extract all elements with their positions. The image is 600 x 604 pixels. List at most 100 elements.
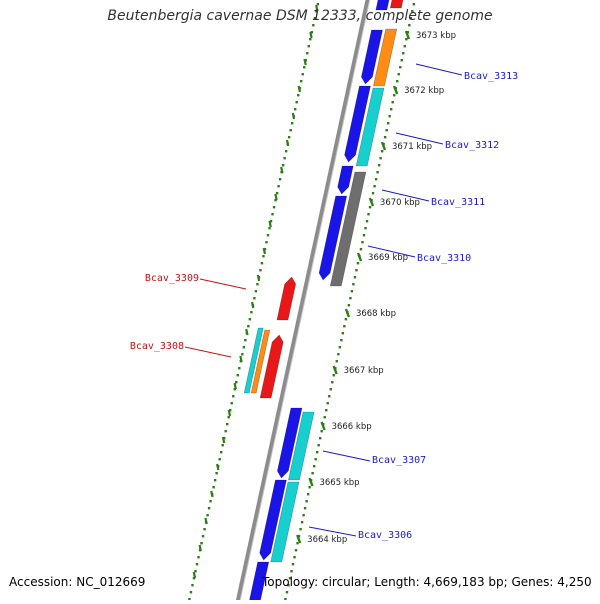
ruler-dot-inner xyxy=(359,248,363,251)
ruler-dot-inner xyxy=(350,290,354,293)
ruler-dot-inner xyxy=(399,66,402,69)
ruler-dot-inner xyxy=(388,115,391,118)
ruler-dot-outer xyxy=(309,38,312,41)
kbp-tick-label: 3669 kbp xyxy=(368,253,408,263)
cds-blue-feature xyxy=(337,165,354,195)
ruler-minor-tick xyxy=(262,247,267,255)
ruler-dot-inner xyxy=(317,444,320,447)
ruler-dot-inner xyxy=(380,150,384,153)
ruler-dot-inner xyxy=(411,10,414,13)
cds-cyan-feature xyxy=(243,327,264,394)
ruler-dot-outer xyxy=(272,206,276,209)
ruler-dot-outer xyxy=(283,157,286,160)
ruler-dot-outer xyxy=(200,542,203,545)
kbp-tick-label: 3673 kbp xyxy=(416,31,456,41)
ruler-minor-tick xyxy=(268,220,272,228)
cds-red-feature xyxy=(259,334,284,399)
ruler-dot-outer xyxy=(300,80,303,83)
ruler-dot-inner xyxy=(337,353,340,356)
ruler-dot-inner xyxy=(400,59,403,62)
ruler-dot-inner xyxy=(405,38,408,41)
ruler-dot-outer xyxy=(247,325,250,328)
ruler-dot-outer xyxy=(194,570,197,573)
ruler-minor-tick xyxy=(204,517,208,525)
ruler-dot-inner xyxy=(343,325,346,328)
ruler-dot-inner xyxy=(393,94,396,97)
ruler-dot-outer xyxy=(277,185,280,188)
ruler-dot-inner xyxy=(355,269,358,272)
ruler-dot-inner xyxy=(312,465,316,468)
kbp-tick-mark xyxy=(320,421,326,431)
ruler-dot-outer xyxy=(307,45,310,48)
gene-leader-line xyxy=(367,245,416,258)
ruler-dot-inner xyxy=(353,276,357,279)
cds-blue-feature xyxy=(248,561,270,604)
kbp-tick-mark xyxy=(356,252,363,262)
ruler-dot-outer xyxy=(269,220,273,223)
cds-cyan-feature xyxy=(288,411,315,481)
gene-label: Bcav_3308 xyxy=(130,341,184,352)
kbp-tick-mark xyxy=(404,30,411,40)
ruler-minor-tick xyxy=(215,463,220,471)
ruler-dot-inner xyxy=(285,591,289,594)
ruler-dot-outer xyxy=(221,444,224,447)
cds-blue-feature xyxy=(277,407,303,479)
ruler-dot-inner xyxy=(379,157,382,160)
genome-title: Beutenbergia cavernae DSM 12333, complet… xyxy=(107,8,493,24)
kbp-tick-label: 3668 kbp xyxy=(356,309,396,319)
gene-leader-line xyxy=(381,189,430,202)
cds-blue-feature xyxy=(375,0,390,11)
ruler-dot-outer xyxy=(312,24,315,27)
kbp-tick-mark xyxy=(392,85,399,95)
ruler-dot-outer xyxy=(268,227,271,230)
ruler-dot-inner xyxy=(367,213,370,216)
kbp-tick-label: 3672 kbp xyxy=(404,86,444,96)
ruler-minor-tick xyxy=(245,328,249,336)
ruler-dot-outer xyxy=(281,164,285,167)
ruler-dot-outer xyxy=(188,598,191,601)
gene-label: Bcav_3312 xyxy=(445,140,499,151)
ruler-minor-tick xyxy=(256,274,261,282)
ruler-minor-tick xyxy=(291,112,296,120)
ruler-dot-outer xyxy=(206,514,209,517)
ruler-minor-tick xyxy=(233,382,237,390)
ruler-dot-outer xyxy=(195,563,199,566)
ruler-dot-inner xyxy=(290,570,293,573)
ruler-dot-inner xyxy=(383,136,387,139)
ruler-dot-inner xyxy=(373,185,376,188)
ruler-dot-outer xyxy=(303,66,306,69)
ruler-dot-inner xyxy=(409,17,413,20)
ruler-dot-inner xyxy=(408,24,411,27)
cds-red-feature xyxy=(389,0,404,9)
ruler-dot-outer xyxy=(266,234,270,237)
ruler-dot-inner xyxy=(294,549,298,552)
ruler-dot-inner xyxy=(284,598,287,601)
ruler-dot-inner xyxy=(291,563,295,566)
ruler-dot-inner xyxy=(320,430,323,433)
ruler-dot-inner xyxy=(299,528,302,531)
kbp-tick-label: 3670 kbp xyxy=(380,198,420,208)
ruler-dot-inner xyxy=(396,80,399,83)
ruler-dot-inner xyxy=(340,339,343,342)
kbp-tick-label: 3671 kbp xyxy=(392,142,432,152)
ruler-dot-inner xyxy=(302,514,305,517)
ruler-dot-outer xyxy=(191,584,194,587)
cds-orange-feature xyxy=(250,329,271,394)
ruler-minor-tick xyxy=(280,166,284,174)
gene-leader-line xyxy=(308,526,357,537)
ruler-dot-inner xyxy=(300,521,304,524)
ruler-dot-inner xyxy=(303,507,307,510)
backbone-line xyxy=(235,0,370,604)
ruler-dot-outer xyxy=(265,241,268,244)
ruler-dot-inner xyxy=(296,542,299,545)
ruler-dot-outer xyxy=(262,255,265,258)
ruler-minor-tick xyxy=(239,355,243,363)
ruler-dot-inner xyxy=(371,192,375,195)
ruler-dot-inner xyxy=(331,381,334,384)
ruler-dot-outer xyxy=(236,374,239,377)
ruler-dot-inner xyxy=(391,101,394,104)
gene-label: Bcav_3313 xyxy=(464,71,518,82)
ruler-dot-outer xyxy=(232,395,235,398)
ruler-dot-outer xyxy=(244,339,247,342)
gene-label: Bcav_3306 xyxy=(358,530,412,541)
